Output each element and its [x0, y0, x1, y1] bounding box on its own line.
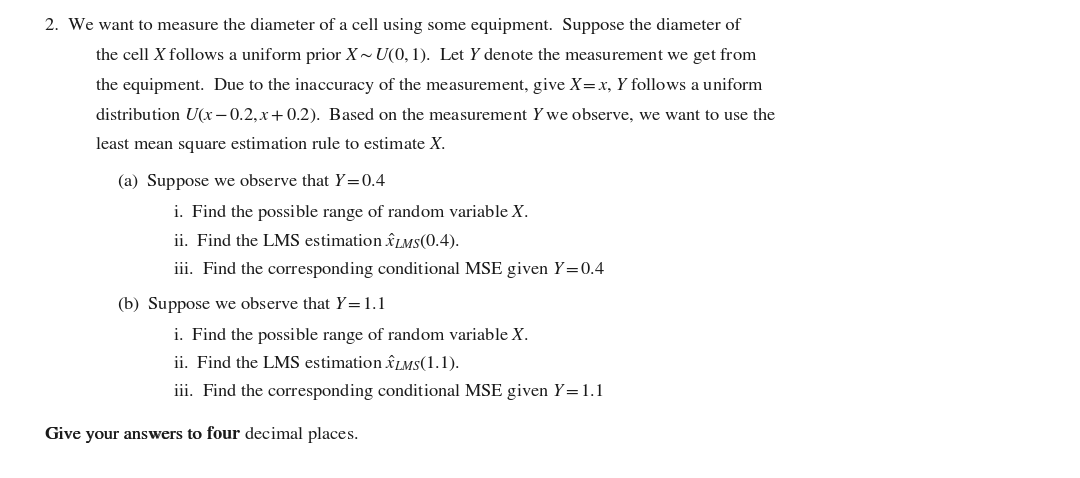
Text: the cell $X$ follows a uniform prior $X \sim U(0, 1)$.  Let $Y$ denote the measu: the cell $X$ follows a uniform prior $X …	[95, 45, 757, 66]
Text: ii.  Find the LMS estimation $\hat{x}_{LMS}(0.4)$.: ii. Find the LMS estimation $\hat{x}_{LM…	[173, 231, 460, 250]
Text: i.  Find the possible range of random variable $X$.: i. Find the possible range of random var…	[173, 325, 528, 346]
Text: iii.  Find the corresponding conditional MSE given $Y = 1.1$: iii. Find the corresponding conditional …	[173, 381, 604, 402]
Text: least mean square estimation rule to estimate $X$.: least mean square estimation rule to est…	[95, 135, 446, 155]
Text: i.  Find the possible range of random variable $X$.: i. Find the possible range of random var…	[173, 202, 528, 223]
Text: 2.  We want to measure the diameter of a cell using some equipment.  Suppose the: 2. We want to measure the diameter of a …	[45, 18, 741, 34]
Text: Give your answers to $\mathbf{four}$ decimal places.: Give your answers to $\mathbf{four}$ dec…	[45, 424, 359, 445]
Text: distribution $U(x-0.2, x+0.2)$.  Based on the measurement $Y$ we observe, we wan: distribution $U(x-0.2, x+0.2)$. Based on…	[95, 106, 777, 125]
Text: (a)  Suppose we observe that $Y = 0.4$: (a) Suppose we observe that $Y = 0.4$	[117, 171, 386, 192]
Text: iii.  Find the corresponding conditional MSE given $Y = 0.4$: iii. Find the corresponding conditional …	[173, 259, 605, 280]
Text: Give your answers to: Give your answers to	[45, 427, 206, 443]
Text: the equipment.  Due to the inaccuracy of the measurement, give $X = x$, $Y$ foll: the equipment. Due to the inaccuracy of …	[95, 75, 764, 96]
Text: ii.  Find the LMS estimation $\hat{x}_{LMS}(1.1)$.: ii. Find the LMS estimation $\hat{x}_{LM…	[173, 354, 460, 373]
Text: (b)  Suppose we observe that $Y = 1.1$: (b) Suppose we observe that $Y = 1.1$	[117, 293, 386, 315]
